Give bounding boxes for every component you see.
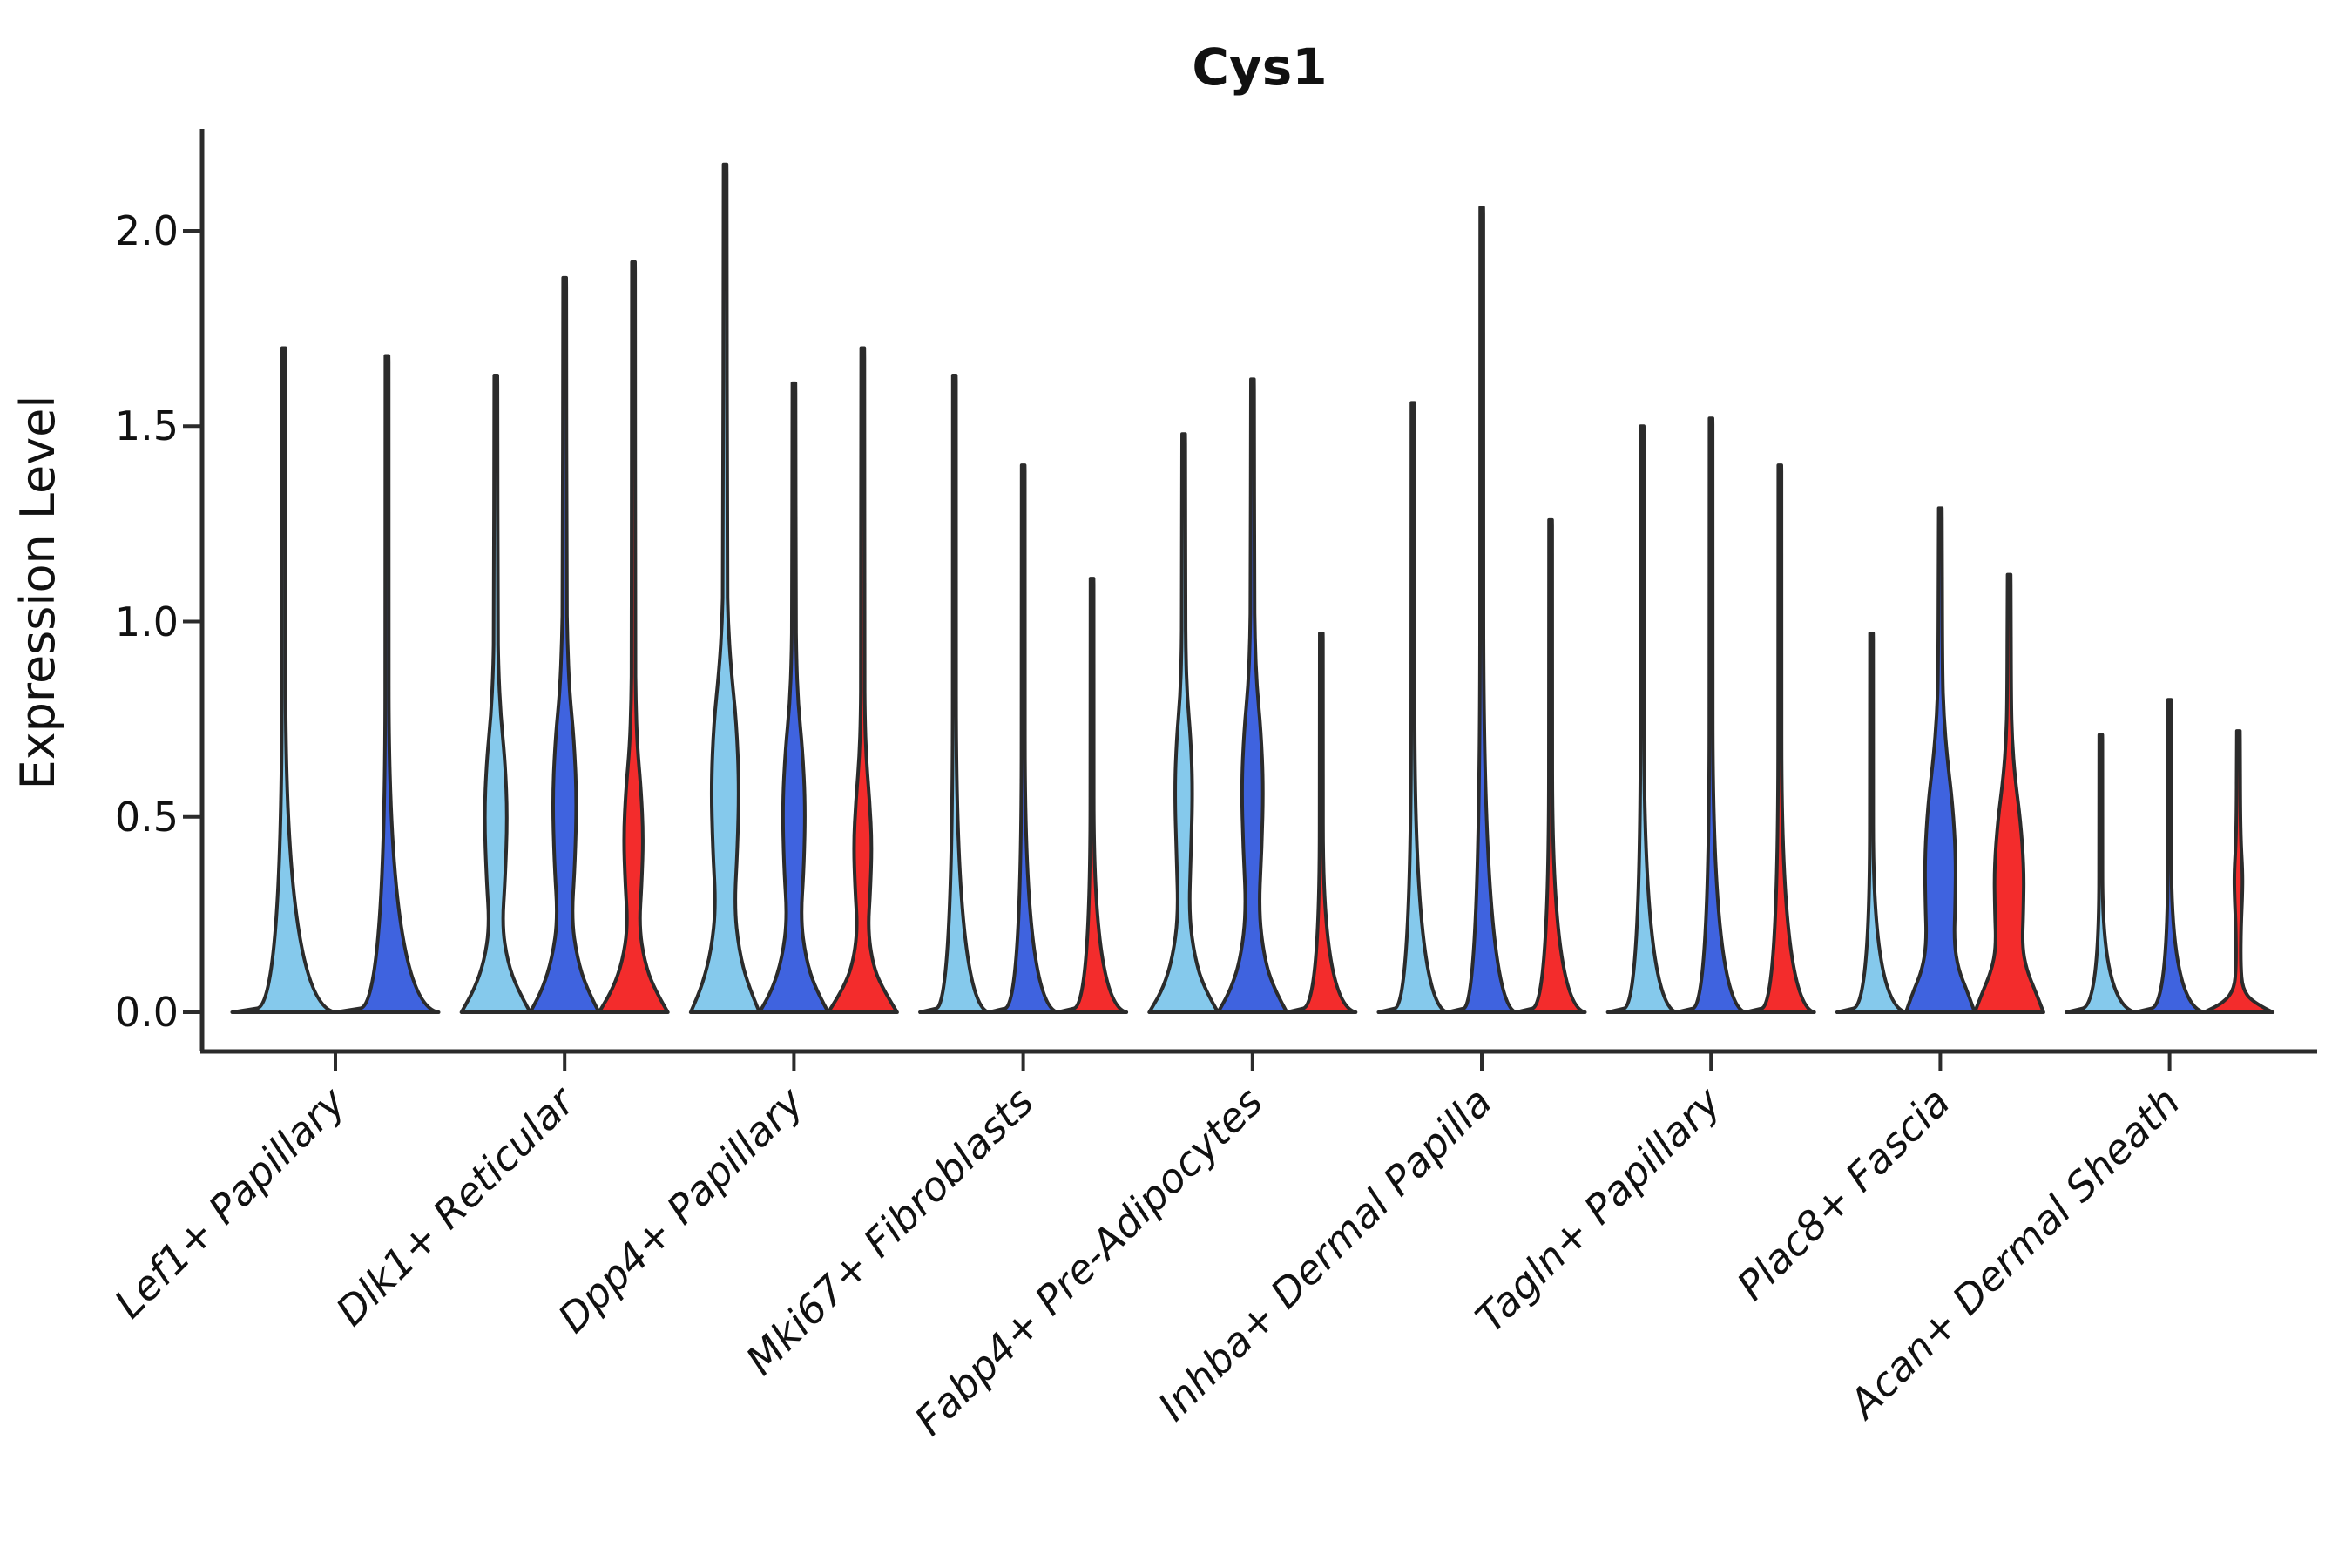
x-tick-label-tagln-papillary: Tagln+ Papillary bbox=[1466, 1078, 1730, 1342]
x-tick-label-dlk1-reticular: Dlk1+ Reticular bbox=[327, 1076, 585, 1335]
violin-dpp4-papillary-sample_2 bbox=[757, 381, 830, 1014]
violin-dlk1-reticular-sample_1 bbox=[459, 373, 532, 1014]
y-tick-label-0: 0.0 bbox=[115, 989, 179, 1036]
violin-plac8-fascia-sample_3 bbox=[1972, 572, 2045, 1014]
violin-fabp4-pre-adipocytes-sample_2 bbox=[1216, 377, 1289, 1014]
violin-plac8-fascia-sample_2 bbox=[1903, 506, 1977, 1014]
y-axis-label: Expression Level bbox=[10, 395, 65, 790]
violin-acan-dermal-sheath-sample_1 bbox=[2065, 733, 2138, 1014]
violin-tagln-papillary-sample_2 bbox=[1674, 416, 1747, 1014]
x-tick-label-dpp4-papillary: Dpp4+ Papillary bbox=[549, 1078, 813, 1342]
violin-dlk1-reticular-sample_2 bbox=[528, 275, 601, 1014]
violin-mki67-fibroblasts-sample_1 bbox=[918, 373, 991, 1014]
y-tick-label-2: 1.0 bbox=[115, 598, 179, 645]
violin-inhba-dermal-papilla-sample_1 bbox=[1376, 401, 1450, 1014]
violin-mki67-fibroblasts-sample_3 bbox=[1056, 577, 1129, 1014]
violin-fabp4-pre-adipocytes-sample_3 bbox=[1285, 631, 1358, 1014]
y-tick-label-1: 0.5 bbox=[115, 794, 179, 841]
violin-inhba-dermal-papilla-sample_2 bbox=[1445, 206, 1518, 1014]
y-tick-label-4: 2.0 bbox=[115, 207, 179, 254]
violin-acan-dermal-sheath-sample_2 bbox=[2133, 698, 2207, 1014]
plot-area bbox=[183, 129, 2317, 1071]
violin-dpp4-papillary-sample_3 bbox=[826, 346, 899, 1014]
violin-fabp4-pre-adipocytes-sample_1 bbox=[1147, 432, 1220, 1014]
violin-plac8-fascia-sample_1 bbox=[1835, 631, 1908, 1014]
violin-dlk1-reticular-sample_3 bbox=[597, 260, 670, 1014]
chart-title: Cys1 bbox=[1192, 37, 1327, 97]
violin-lef1-papillary-sample_2 bbox=[334, 354, 441, 1014]
violin-tagln-papillary-sample_3 bbox=[1743, 463, 1816, 1014]
violin-lef1-papillary-sample_1 bbox=[230, 346, 337, 1014]
violin-dpp4-papillary-sample_1 bbox=[688, 162, 761, 1014]
x-tick-label-lef1-papillary: Lef1+ Papillary bbox=[105, 1078, 355, 1327]
y-tick-label-3: 1.5 bbox=[115, 402, 179, 449]
violin-inhba-dermal-papilla-sample_3 bbox=[1514, 517, 1587, 1014]
x-tick-label-plac8-fascia: Plac8+ Fascia bbox=[1727, 1078, 1958, 1309]
violin-tagln-papillary-sample_1 bbox=[1605, 424, 1679, 1014]
violin-mki67-fibroblasts-sample_2 bbox=[987, 463, 1060, 1014]
violin-acan-dermal-sheath-sample_3 bbox=[2202, 729, 2275, 1014]
